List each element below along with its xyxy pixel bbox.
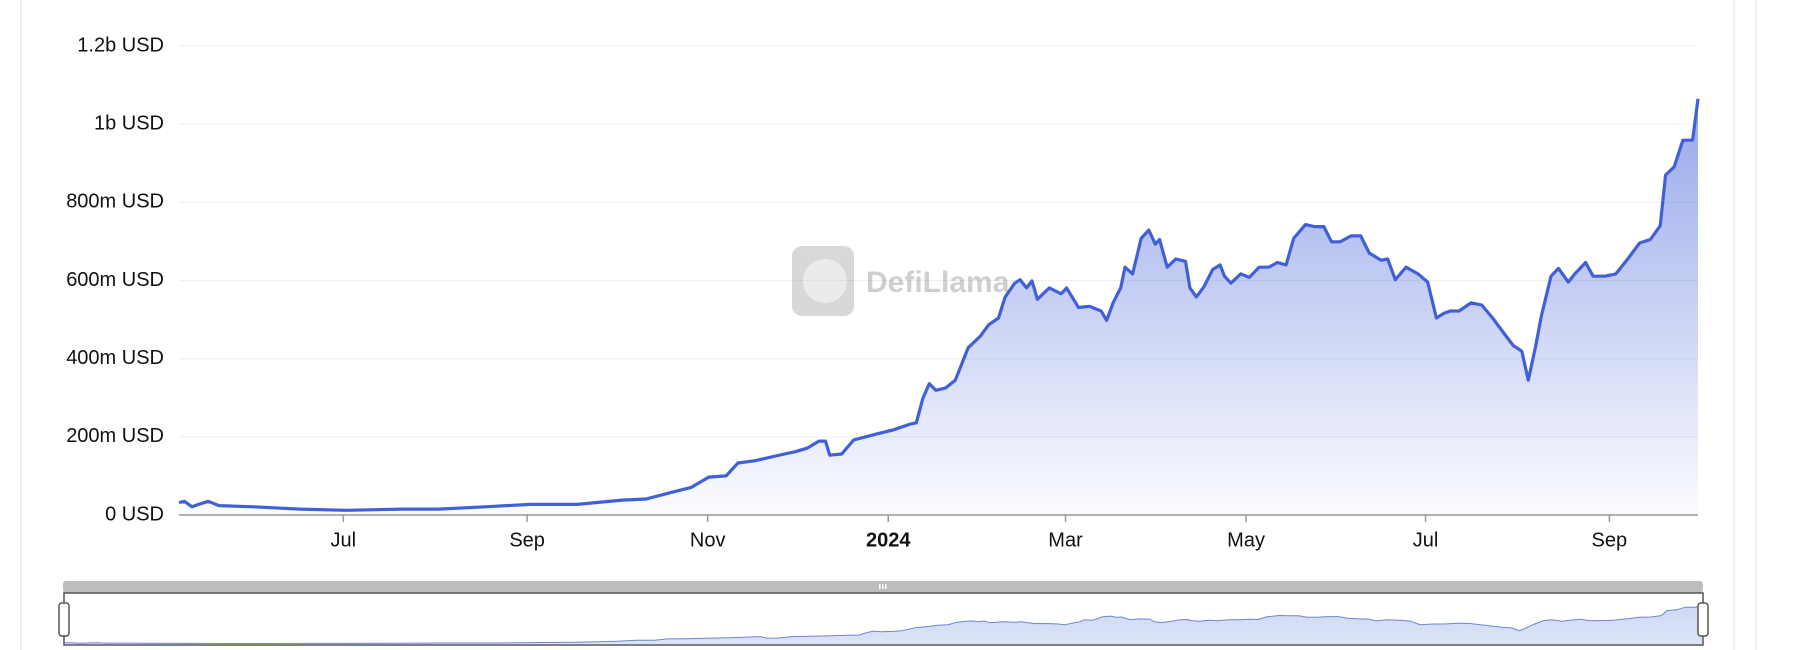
watermark-text: DefiLlama: [866, 266, 1010, 299]
x-tick-label: May: [1227, 529, 1265, 551]
slider-handle[interactable]: [1697, 602, 1709, 637]
y-tick-label: 0 USD: [105, 503, 164, 525]
x-tick-label: Nov: [690, 529, 726, 551]
y-tick-label: 400m USD: [66, 347, 164, 369]
x-tick-label: 2024: [866, 529, 911, 551]
overview-line: [64, 602, 1703, 645]
y-tick-label: 600m USD: [66, 269, 164, 291]
x-tick-label: Jul: [331, 529, 357, 551]
watermark: DefiLlama: [792, 246, 1010, 316]
range-slider[interactable]: [58, 581, 1709, 646]
y-tick-label: 200m USD: [66, 425, 164, 447]
x-tick-label: Jul: [1413, 529, 1439, 551]
y-tick-label: 1b USD: [94, 112, 164, 134]
overview-area: [65, 603, 1702, 644]
y-tick-label: 1.2b USD: [77, 34, 164, 56]
slider-grip: [879, 584, 887, 589]
area: [179, 98, 1698, 516]
watermark-logo: [792, 246, 854, 316]
x-tick-label: Sep: [509, 529, 545, 551]
slider-handle[interactable]: [58, 602, 70, 637]
watermark-logo: [803, 259, 847, 303]
x-tick-label: Mar: [1048, 529, 1083, 551]
x-tick-label: Sep: [1592, 529, 1628, 551]
y-tick-label: 800m USD: [66, 191, 164, 213]
line: [178, 98, 1700, 512]
